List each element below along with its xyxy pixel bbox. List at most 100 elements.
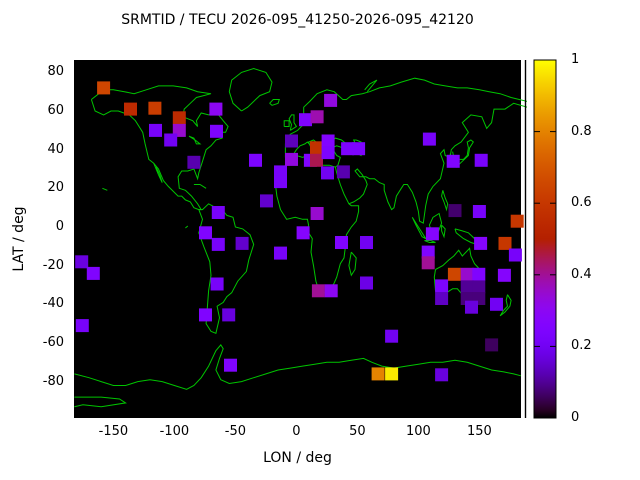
- coastline: [275, 154, 360, 294]
- data-point: [490, 297, 503, 311]
- data-point: [260, 194, 273, 208]
- x-tick-label: 150: [466, 424, 492, 439]
- colorbar-tick-label: 0.4: [571, 266, 592, 282]
- coastline: [90, 85, 229, 211]
- x-tick-label: -150: [98, 424, 129, 439]
- data-point: [421, 256, 435, 270]
- data-point: [341, 142, 355, 156]
- data-point: [310, 207, 324, 220]
- data-point: [472, 280, 486, 294]
- data-point: [460, 267, 474, 281]
- coastlines-layer: [74, 67, 527, 408]
- data-point: [224, 358, 237, 372]
- data-point: [211, 237, 225, 251]
- coastline: [102, 187, 108, 191]
- data-point: [86, 266, 100, 280]
- y-tick-label: -60: [42, 334, 64, 350]
- y-tick-label: -80: [42, 373, 64, 389]
- coastline: [441, 190, 449, 212]
- coastline: [269, 99, 280, 106]
- coastline: [198, 203, 255, 334]
- data-point: [335, 236, 348, 249]
- x-tick-label: 50: [349, 424, 366, 439]
- data-point: [149, 123, 162, 137]
- data-point: [421, 245, 435, 259]
- data-point: [311, 284, 325, 298]
- data-point: [210, 124, 223, 138]
- data-point: [148, 101, 162, 115]
- y-tick-label: -20: [42, 257, 64, 273]
- data-point: [360, 276, 373, 290]
- data-point: [274, 175, 287, 189]
- colorbar-tick-label: 0.6: [571, 195, 592, 211]
- x-axis-label: LON / deg: [263, 450, 332, 466]
- x-tick-label: -50: [224, 424, 246, 439]
- coastline: [193, 184, 207, 189]
- data-point: [285, 152, 298, 166]
- data-point: [435, 292, 449, 305]
- data-point: [210, 277, 224, 291]
- y-tick-label: 40: [47, 141, 64, 157]
- data-point: [465, 300, 478, 314]
- y-tick-label: -40: [42, 296, 64, 312]
- coastline: [411, 217, 428, 240]
- data-point: [324, 93, 338, 107]
- coastline: [364, 79, 378, 93]
- coastline: [228, 67, 273, 112]
- data-point: [474, 153, 488, 167]
- data-point: [352, 142, 366, 156]
- data-point: [172, 111, 186, 125]
- data-point: [498, 236, 512, 250]
- data-point: [371, 367, 385, 381]
- colorbar-gradient: [534, 60, 556, 418]
- data-point: [209, 102, 223, 116]
- data-point: [360, 236, 373, 249]
- data-point: [321, 146, 335, 160]
- data-point: [324, 284, 338, 298]
- data-point: [296, 226, 310, 240]
- data-points-layer: [75, 81, 524, 382]
- data-point: [199, 226, 212, 240]
- x-tick-label: -100: [159, 424, 190, 439]
- data-point: [321, 134, 335, 148]
- data-point: [446, 154, 460, 168]
- colorbar-ticks: [534, 59, 556, 347]
- colorbar-tick-label: 1: [571, 52, 580, 67]
- coastline: [454, 139, 474, 168]
- coastline: [153, 163, 163, 183]
- coastline: [74, 396, 127, 408]
- data-point: [435, 368, 449, 382]
- coastline: [348, 251, 357, 277]
- data-point: [425, 227, 439, 241]
- data-point: [448, 204, 462, 218]
- x-tick-label: 0: [292, 424, 301, 439]
- data-point: [310, 153, 323, 167]
- coastline: [348, 102, 527, 224]
- data-point: [422, 132, 436, 146]
- colorbar-tick-label: 0.2: [571, 338, 592, 354]
- coastline: [283, 120, 290, 127]
- data-point: [124, 102, 137, 116]
- data-point: [187, 155, 201, 169]
- data-point: [336, 165, 350, 179]
- data-point: [299, 113, 312, 127]
- data-point: [249, 153, 262, 167]
- data-point: [310, 141, 323, 155]
- coastline: [288, 114, 298, 131]
- y-tick-label: 60: [47, 103, 64, 119]
- data-point: [508, 248, 522, 262]
- coastline: [441, 224, 446, 239]
- x-tick-label: 100: [405, 424, 431, 439]
- data-point: [472, 267, 486, 281]
- plot-title: SRMTID / TECU 2026-095_41250-2026-095_42…: [121, 12, 474, 28]
- data-point: [235, 236, 249, 250]
- y-tick-label: 0: [55, 219, 64, 234]
- data-point: [497, 268, 511, 282]
- coastline: [424, 240, 436, 243]
- data-point: [75, 255, 89, 269]
- coastline: [188, 135, 202, 145]
- data-point: [385, 329, 399, 343]
- data-point: [447, 267, 461, 281]
